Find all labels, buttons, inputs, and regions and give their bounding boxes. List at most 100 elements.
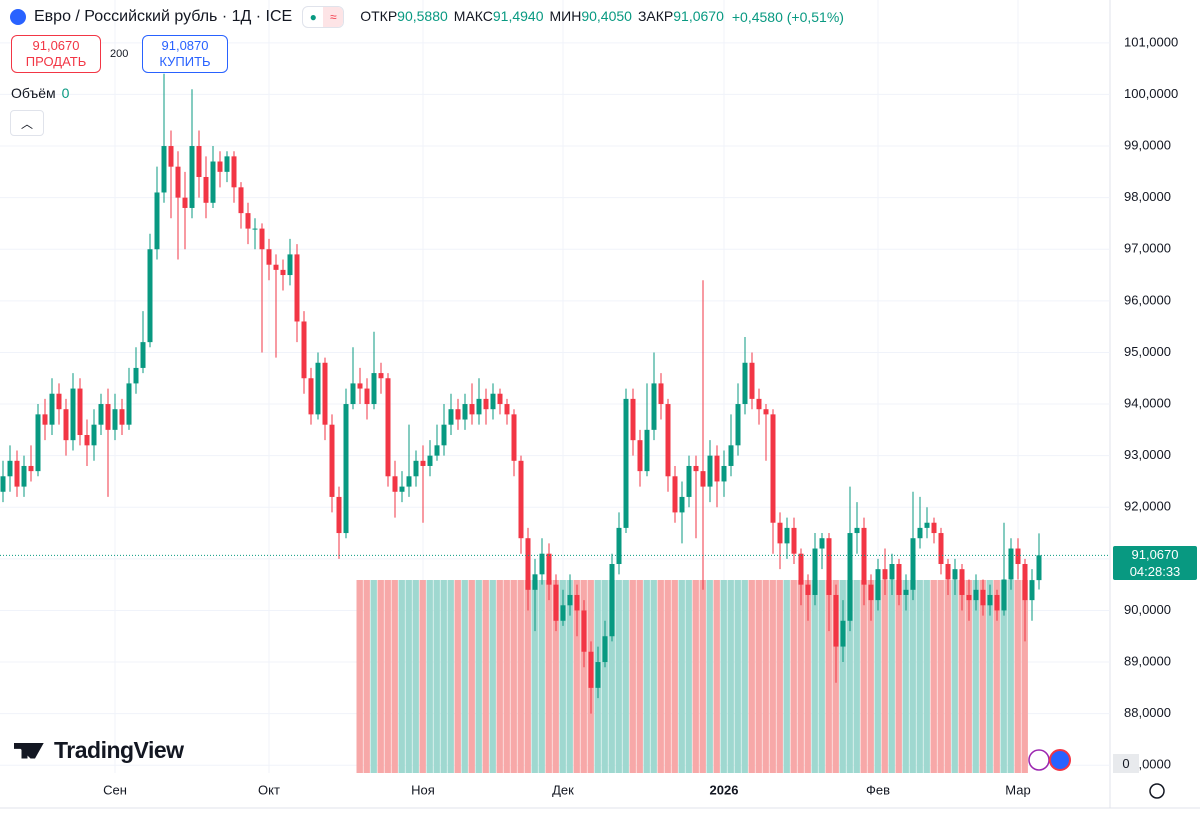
candle-body bbox=[406, 476, 412, 487]
candle-body bbox=[238, 187, 244, 214]
candle-body bbox=[567, 594, 573, 606]
change: +0,4580 (+0,51%) bbox=[731, 9, 844, 25]
candle-body bbox=[882, 569, 888, 580]
volume-bar bbox=[993, 580, 1000, 773]
volume-bar bbox=[776, 580, 783, 773]
buy-label: КУПИТЬ bbox=[159, 54, 211, 69]
candle-body bbox=[581, 610, 587, 652]
volume-bar bbox=[720, 580, 727, 773]
volume-bar bbox=[727, 580, 734, 773]
volume-bar bbox=[496, 580, 503, 773]
buy-button[interactable]: 91,0870 КУПИТЬ bbox=[142, 35, 228, 73]
candle-body bbox=[154, 192, 160, 250]
y-tick-label: 95,0000 bbox=[1124, 344, 1171, 359]
symbol[interactable]: Евро / Российский рубль · 1Д · ICE bbox=[34, 8, 293, 25]
volume-bar bbox=[384, 580, 391, 773]
volume-bar bbox=[965, 580, 972, 773]
candle-body bbox=[644, 429, 650, 472]
ohlc-label: ОТКР bbox=[360, 8, 398, 24]
volume-bar bbox=[909, 580, 916, 773]
candle-body bbox=[392, 476, 398, 492]
candle-body bbox=[0, 476, 6, 492]
status-pill: ● ≈ bbox=[302, 6, 345, 28]
candle-body bbox=[504, 404, 510, 415]
candle-body bbox=[84, 435, 90, 446]
candle-body bbox=[805, 584, 811, 595]
volume-bar bbox=[741, 580, 748, 773]
volume-bar bbox=[643, 580, 650, 773]
candle-body bbox=[91, 424, 97, 446]
candle-body bbox=[28, 465, 34, 472]
volume-bar bbox=[867, 580, 874, 773]
ohlc-value: 91,0670 bbox=[673, 8, 724, 24]
volume-bar bbox=[895, 580, 902, 773]
candle-body bbox=[952, 569, 958, 580]
ohlc-label: МИН bbox=[549, 8, 582, 24]
candle-body bbox=[756, 398, 762, 410]
candle-body bbox=[546, 553, 552, 585]
candle-body bbox=[525, 538, 531, 590]
candle-body bbox=[728, 445, 734, 466]
volume-bar bbox=[818, 580, 825, 773]
candle-body bbox=[105, 404, 111, 430]
volume-bar bbox=[846, 580, 853, 773]
volume-bar bbox=[923, 580, 930, 773]
volume-bar bbox=[804, 580, 811, 773]
countdown: 04:28:33 bbox=[1129, 564, 1181, 580]
volume-bar bbox=[972, 580, 979, 773]
candle-body bbox=[973, 589, 979, 601]
candle-body bbox=[777, 522, 783, 544]
volume-bar bbox=[762, 580, 769, 773]
candle-body bbox=[427, 455, 433, 466]
candle-body bbox=[896, 564, 902, 595]
collapse-button[interactable]: ︿ bbox=[10, 110, 44, 136]
candle-body bbox=[315, 362, 321, 415]
volume-bar bbox=[377, 580, 384, 773]
volume-bar bbox=[391, 580, 398, 773]
volume-bar bbox=[748, 580, 755, 773]
candle-body bbox=[875, 569, 881, 601]
candle-body bbox=[413, 460, 419, 477]
candle-body bbox=[294, 254, 300, 322]
y-tick-label: 101,0000 bbox=[1124, 34, 1178, 49]
volume-bar bbox=[440, 580, 447, 773]
candle-body bbox=[350, 383, 356, 405]
volume-bar bbox=[657, 580, 664, 773]
candle-body bbox=[693, 465, 699, 472]
candle-body bbox=[217, 161, 223, 172]
candle-body bbox=[126, 383, 132, 425]
x-tick-label: Дек bbox=[552, 782, 574, 797]
volume-bar bbox=[489, 580, 496, 773]
candle-body bbox=[518, 460, 524, 539]
candle-body bbox=[735, 404, 741, 446]
logo-text: TradingView bbox=[54, 737, 184, 763]
sell-button[interactable]: 91,0670 ПРОДАТЬ bbox=[11, 35, 101, 73]
candle-body bbox=[784, 527, 790, 544]
y-tick-label: 89,0000 bbox=[1124, 653, 1171, 668]
candle-body bbox=[910, 538, 916, 590]
volume-bar bbox=[979, 580, 986, 773]
flag-icon bbox=[1049, 749, 1071, 771]
candle-body bbox=[819, 538, 825, 549]
candle-body bbox=[98, 404, 104, 425]
candle-body bbox=[588, 651, 594, 688]
volume-bar bbox=[902, 580, 909, 773]
volume-bar bbox=[524, 580, 531, 773]
sell-label: ПРОДАТЬ bbox=[25, 54, 87, 69]
volume-bar bbox=[412, 580, 419, 773]
candle-body bbox=[609, 564, 615, 637]
volume-bar bbox=[860, 580, 867, 773]
candle-body bbox=[434, 445, 440, 456]
candle-body bbox=[448, 409, 454, 425]
volume-axis-label: 0 bbox=[1113, 754, 1139, 773]
candle-body bbox=[252, 228, 258, 230]
buy-price: 91,0870 bbox=[161, 38, 209, 53]
volume-bar bbox=[713, 580, 720, 773]
candle-body bbox=[371, 373, 377, 405]
volume-bar bbox=[958, 580, 965, 773]
candle-body bbox=[63, 409, 69, 441]
candle-body bbox=[420, 460, 426, 466]
volume-bar bbox=[678, 580, 685, 773]
